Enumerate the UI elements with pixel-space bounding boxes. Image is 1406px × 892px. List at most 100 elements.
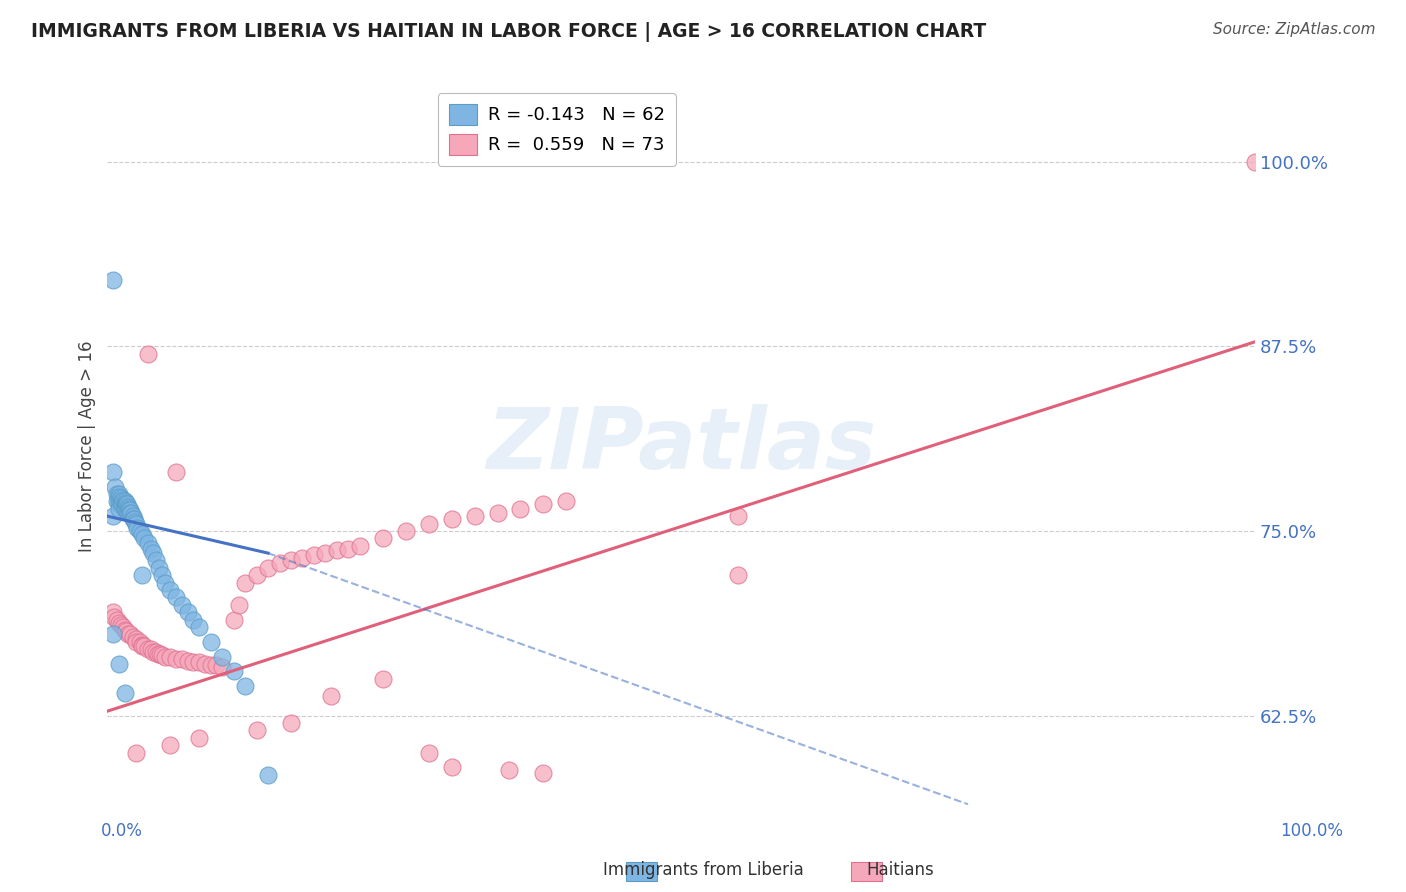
Point — [302, 548, 325, 562]
Point — [153, 649, 176, 664]
Point — [159, 738, 181, 752]
Point — [233, 575, 256, 590]
Point — [418, 746, 440, 760]
Point — [112, 492, 135, 507]
Point — [349, 539, 371, 553]
Point — [165, 652, 187, 666]
Point — [101, 465, 124, 479]
Text: IMMIGRANTS FROM LIBERIA VS HAITIAN IN LABOR FORCE | AGE > 16 CORRELATION CHART: IMMIGRANTS FROM LIBERIA VS HAITIAN IN LA… — [31, 22, 986, 42]
Point — [177, 654, 200, 668]
Point — [105, 494, 128, 508]
Point — [257, 767, 280, 781]
Point — [727, 568, 749, 582]
Text: Haitians: Haitians — [866, 861, 934, 879]
Point — [131, 568, 153, 582]
Point — [280, 553, 302, 567]
Point — [132, 532, 155, 546]
Point — [114, 499, 136, 513]
Point — [125, 632, 148, 646]
Point — [131, 527, 153, 541]
Point — [120, 506, 142, 520]
Point — [165, 465, 187, 479]
Point — [280, 716, 302, 731]
Point — [101, 627, 124, 641]
Point — [142, 546, 165, 560]
Point — [159, 582, 181, 597]
Point — [120, 627, 142, 641]
Point — [127, 521, 149, 535]
Point — [117, 503, 139, 517]
Point — [228, 598, 250, 612]
Point — [145, 553, 167, 567]
Point — [486, 506, 509, 520]
Point — [131, 639, 153, 653]
Point — [509, 501, 531, 516]
Point — [148, 561, 170, 575]
Text: Immigrants from Liberia: Immigrants from Liberia — [603, 861, 803, 879]
Point — [121, 512, 143, 526]
Point — [188, 656, 211, 670]
Point — [114, 496, 136, 510]
Point — [183, 613, 205, 627]
Point — [371, 672, 394, 686]
Point — [139, 642, 162, 657]
Point — [136, 346, 159, 360]
Point — [291, 550, 314, 565]
Point — [145, 645, 167, 659]
Point — [269, 557, 291, 571]
Point — [152, 648, 174, 662]
Point — [122, 512, 145, 526]
Point — [114, 624, 136, 639]
Point — [125, 634, 148, 648]
Point — [110, 618, 132, 632]
Point — [121, 506, 143, 520]
Point — [177, 605, 200, 619]
Point — [128, 524, 150, 538]
Point — [114, 499, 136, 513]
Point — [555, 494, 578, 508]
Point — [200, 658, 222, 673]
Point — [200, 634, 222, 648]
Point — [101, 605, 124, 619]
Point — [395, 524, 418, 538]
Point — [108, 487, 131, 501]
Y-axis label: In Labor Force | Age > 16: In Labor Force | Age > 16 — [79, 340, 96, 552]
Point — [121, 509, 143, 524]
Legend: R = -0.143   N = 62, R =  0.559   N = 73: R = -0.143 N = 62, R = 0.559 N = 73 — [437, 93, 676, 166]
Point — [233, 679, 256, 693]
Point — [146, 647, 169, 661]
Text: Source: ZipAtlas.com: Source: ZipAtlas.com — [1212, 22, 1375, 37]
Point — [440, 760, 463, 774]
Point — [132, 639, 155, 653]
Point — [188, 620, 211, 634]
Point — [128, 634, 150, 648]
Point — [498, 764, 520, 778]
Point — [159, 649, 181, 664]
Point — [245, 568, 267, 582]
Point — [188, 731, 211, 745]
Text: ZIPatlas: ZIPatlas — [486, 404, 876, 488]
Point — [464, 509, 486, 524]
Text: 0.0%: 0.0% — [101, 822, 143, 840]
Point — [337, 541, 360, 556]
Point — [114, 497, 136, 511]
Point — [440, 512, 463, 526]
Point — [165, 591, 187, 605]
Text: 100.0%: 100.0% — [1279, 822, 1343, 840]
Point — [114, 623, 136, 637]
Point — [112, 620, 135, 634]
Point — [245, 723, 267, 738]
Point — [125, 516, 148, 531]
Point — [326, 543, 349, 558]
Point — [101, 273, 124, 287]
Point — [114, 501, 136, 516]
Point — [124, 515, 146, 529]
Point — [321, 690, 343, 704]
Point — [117, 500, 139, 515]
Point — [371, 532, 394, 546]
Point — [120, 503, 142, 517]
Point — [211, 649, 233, 664]
Point — [533, 497, 555, 511]
Point — [149, 647, 172, 661]
Point — [170, 598, 193, 612]
